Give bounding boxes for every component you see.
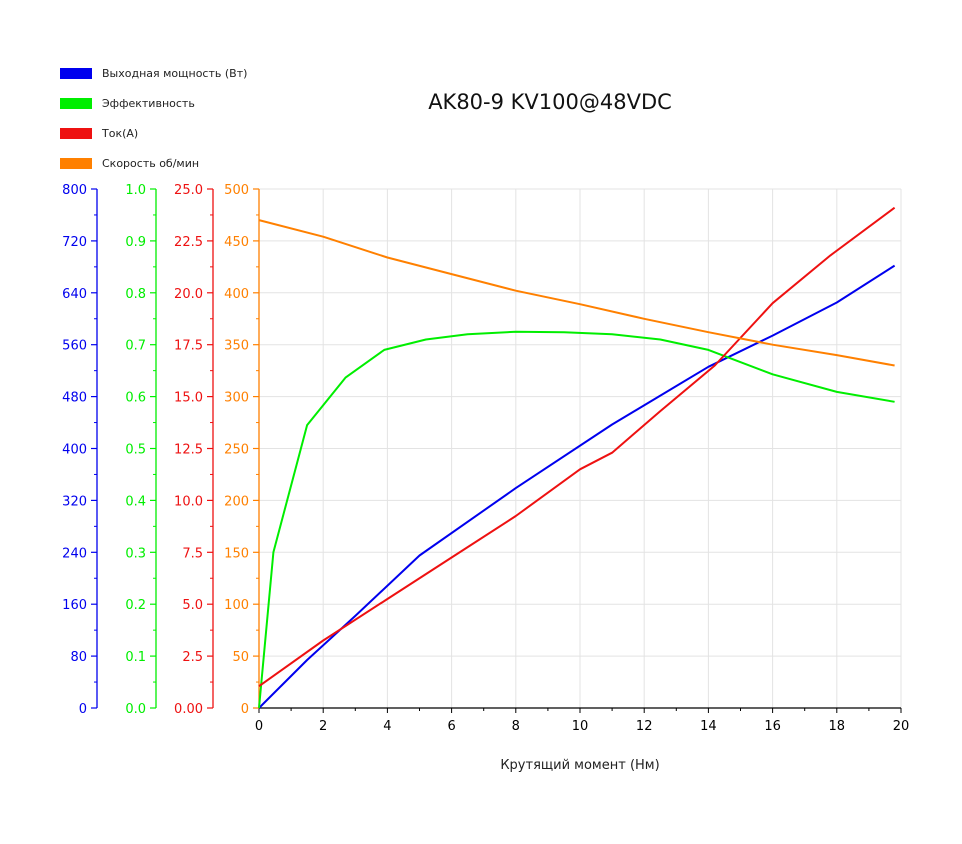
x-tick-label: 6 xyxy=(447,719,455,734)
axes: 0 2 4 6 8 10 12 14 16 18 2008016024032040048056064… xyxy=(62,183,909,734)
eff-tick-label: 0.8 xyxy=(125,287,146,302)
current-tick-label: 15.0 xyxy=(174,391,203,406)
eff-tick-label: 0.6 xyxy=(125,391,146,406)
legend-label-speed: Скорость об/мин xyxy=(102,156,200,170)
legend-swatch-speed xyxy=(60,157,92,169)
eff-tick-label: 0.9 xyxy=(125,235,146,250)
speed-tick-label: 400 xyxy=(224,287,249,302)
x-tick-label: 4 xyxy=(383,719,391,734)
current-tick-label: 17.5 xyxy=(174,339,203,354)
power-tick-label: 160 xyxy=(62,598,87,613)
legend-swatch-current xyxy=(60,127,92,139)
x-tick-label: 18 xyxy=(829,719,846,734)
speed-tick-label: 0 xyxy=(241,702,249,717)
series-lines xyxy=(258,206,896,709)
power-tick-label: 560 xyxy=(62,339,87,354)
legend-label-current: Ток(A) xyxy=(102,126,139,140)
eff-tick-label: 0.2 xyxy=(125,598,146,613)
x-tick-label: 16 xyxy=(764,719,781,734)
speed-tick-label: 50 xyxy=(232,650,249,665)
speed-tick-label: 100 xyxy=(224,598,249,613)
eff-tick-label: 0.0 xyxy=(125,702,146,717)
legend-label-power: Выходная мощность (Вт) xyxy=(102,66,248,80)
current-tick-label: 25.0 xyxy=(174,183,203,198)
eff-tick-label: 1.0 xyxy=(125,183,146,198)
legend-item-current: Ток(A) xyxy=(60,118,247,148)
x-tick-label: 14 xyxy=(700,719,717,734)
x-tick-label: 0 xyxy=(255,719,263,734)
legend-label-efficiency: Эффективность xyxy=(102,96,195,110)
power-tick-label: 240 xyxy=(62,546,87,561)
eff-tick-label: 0.5 xyxy=(125,443,146,458)
eff-tick-label: 0.4 xyxy=(125,494,146,509)
legend-swatch-efficiency xyxy=(60,97,92,109)
x-tick-label: 20 xyxy=(893,719,910,734)
current-tick-label: 7.5 xyxy=(182,546,203,561)
series-line-speed xyxy=(258,219,895,367)
current-tick-label: 12.5 xyxy=(174,443,203,458)
legend-swatch-power xyxy=(60,67,92,79)
series-line-power xyxy=(258,264,896,709)
current-tick-label: 5.0 xyxy=(182,598,203,613)
x-tick-label: 12 xyxy=(636,719,653,734)
power-tick-label: 480 xyxy=(62,391,87,406)
speed-tick-label: 450 xyxy=(224,235,249,250)
power-tick-label: 640 xyxy=(62,287,87,302)
legend-item-efficiency: Эффективность xyxy=(60,88,247,118)
current-tick-label: 0.00 xyxy=(174,702,203,717)
legend-item-speed: Скорость об/мин xyxy=(60,148,247,178)
series-line-current xyxy=(258,206,896,688)
power-tick-label: 720 xyxy=(62,235,87,250)
chart-title: AK80-9 KV100@48VDC xyxy=(428,90,672,114)
speed-tick-label: 300 xyxy=(224,391,249,406)
grid xyxy=(258,188,902,709)
x-tick-label: 10 xyxy=(572,719,589,734)
speed-tick-label: 500 xyxy=(224,183,249,198)
x-tick-label: 2 xyxy=(319,719,327,734)
speed-tick-label: 200 xyxy=(224,494,249,509)
speed-tick-label: 350 xyxy=(224,339,249,354)
power-tick-label: 80 xyxy=(70,650,87,665)
eff-tick-label: 0.1 xyxy=(125,650,146,665)
current-tick-label: 20.0 xyxy=(174,287,203,302)
series-line-eff xyxy=(258,330,895,709)
power-tick-label: 400 xyxy=(62,443,87,458)
current-tick-label: 22.5 xyxy=(174,235,203,250)
current-tick-label: 10.0 xyxy=(174,494,203,509)
current-tick-label: 2.5 xyxy=(182,650,203,665)
legend-item-power: Выходная мощность (Вт) xyxy=(60,58,247,88)
power-tick-label: 320 xyxy=(62,494,87,509)
speed-tick-label: 250 xyxy=(224,443,249,458)
eff-tick-label: 0.3 xyxy=(125,546,146,561)
x-axis-label: Крутящий момент (Нм) xyxy=(500,758,660,773)
speed-tick-label: 150 xyxy=(224,546,249,561)
eff-tick-label: 0.7 xyxy=(125,339,146,354)
x-tick-label: 8 xyxy=(512,719,520,734)
power-tick-label: 0 xyxy=(79,702,87,717)
legend: Выходная мощность (Вт) Эффективность Ток… xyxy=(60,58,247,178)
power-tick-label: 800 xyxy=(62,183,87,198)
